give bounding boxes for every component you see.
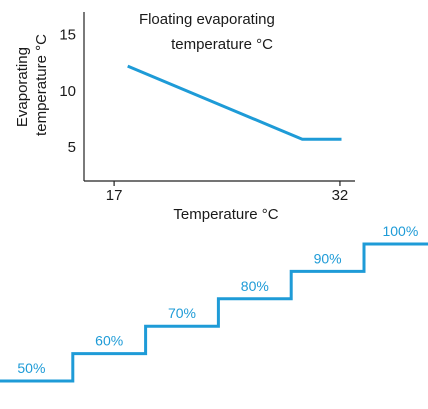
step-label: 80%	[241, 278, 269, 294]
y-tick-label: 10	[59, 83, 76, 100]
x-tick-label: 17	[106, 187, 123, 204]
x-tick-labels: 17 32	[106, 181, 349, 204]
line-series	[127, 64, 342, 141]
step-label: 100%	[382, 223, 418, 239]
x-axis-label: Temperature °C	[173, 206, 278, 223]
chart-title-line-1: Floating evaporating	[139, 11, 275, 28]
chart-title: Floating evaporating temperature °C	[139, 11, 279, 53]
y-axis-label: Evaporating temperature °C	[14, 34, 50, 136]
y-axis-label-line-1: Evaporating	[14, 47, 31, 127]
y-axis-label-line-2: temperature °C	[33, 34, 50, 136]
line-chart: Floating evaporating temperature °C Evap…	[14, 11, 355, 223]
step-label: 90%	[314, 250, 342, 266]
x-tick-label: 32	[332, 187, 349, 204]
y-tick-label: 5	[68, 139, 76, 156]
step-label: 60%	[95, 333, 123, 349]
step-chart: 50% 60% 70% 80% 90% 100%	[0, 223, 428, 383]
y-tick-labels: 5 10 15	[59, 27, 76, 157]
step-label: 70%	[168, 305, 196, 321]
step-label: 50%	[17, 360, 45, 376]
chart-title-line-2: temperature °C	[171, 36, 273, 53]
series-line	[127, 64, 342, 141]
y-tick-label: 15	[59, 27, 76, 44]
step-line	[0, 242, 428, 383]
